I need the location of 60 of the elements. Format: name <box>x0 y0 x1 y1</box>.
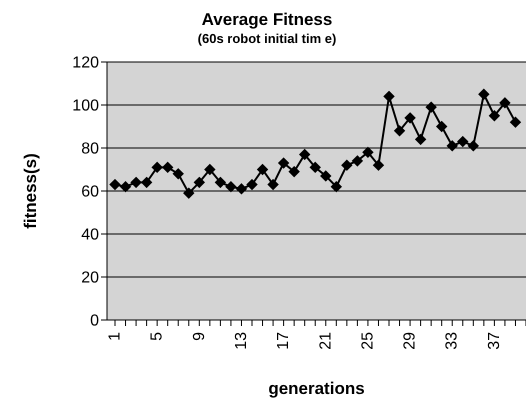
chart-subtitle: (60s robot initial tim e) <box>196 31 338 46</box>
y-tick-label: 60 <box>81 184 100 201</box>
point <box>478 88 490 100</box>
point <box>120 181 132 192</box>
y-tick-label: 20 <box>81 270 100 287</box>
point <box>162 162 174 173</box>
point <box>225 181 236 192</box>
point <box>288 166 300 178</box>
y-tick-label: 120 <box>72 54 100 72</box>
x-tick-label: 1 <box>106 332 124 341</box>
point <box>310 162 321 173</box>
y-tick-label: 80 <box>81 140 100 158</box>
point <box>488 110 500 122</box>
point <box>415 134 426 145</box>
point <box>372 160 384 171</box>
point <box>457 136 468 148</box>
point <box>362 146 374 158</box>
chart-title: Average Fitness <box>200 10 334 30</box>
point <box>204 164 216 175</box>
x-tick-label: 13 <box>232 332 250 350</box>
point <box>246 179 258 190</box>
point <box>130 176 142 188</box>
y-tick-label: 100 <box>72 98 100 115</box>
point <box>446 140 458 152</box>
point <box>278 158 290 169</box>
point <box>320 170 332 182</box>
point <box>257 164 268 175</box>
x-tick-label: 9 <box>190 332 208 341</box>
point <box>299 148 310 160</box>
point <box>236 183 247 194</box>
x-tick-label: 37 <box>486 332 503 350</box>
point <box>194 176 205 188</box>
x-tick-label: 5 <box>148 332 166 341</box>
y-axis-title: fitness(s) <box>21 153 40 229</box>
x-tick-label: 17 <box>275 332 292 350</box>
point <box>152 162 163 173</box>
point <box>330 181 342 192</box>
y-tick-label: 40 <box>81 226 100 244</box>
x-tick-label: 33 <box>444 332 461 350</box>
x-tick-label: 25 <box>359 332 376 350</box>
point <box>426 102 437 113</box>
x-axis-title: generations <box>268 379 365 398</box>
point <box>404 112 416 124</box>
point <box>183 188 194 199</box>
point <box>468 140 479 152</box>
point <box>141 176 152 188</box>
point <box>510 116 521 128</box>
point <box>268 179 279 190</box>
y-tick-label: 0 <box>90 312 100 330</box>
point <box>172 168 184 180</box>
point <box>436 121 448 132</box>
x-tick-label: 21 <box>317 332 334 350</box>
point <box>352 155 363 166</box>
point <box>499 97 510 108</box>
x-tick-label: 29 <box>402 332 419 350</box>
point <box>394 125 406 136</box>
point <box>214 176 226 188</box>
point <box>341 160 352 171</box>
point <box>110 179 120 190</box>
point <box>384 90 394 102</box>
